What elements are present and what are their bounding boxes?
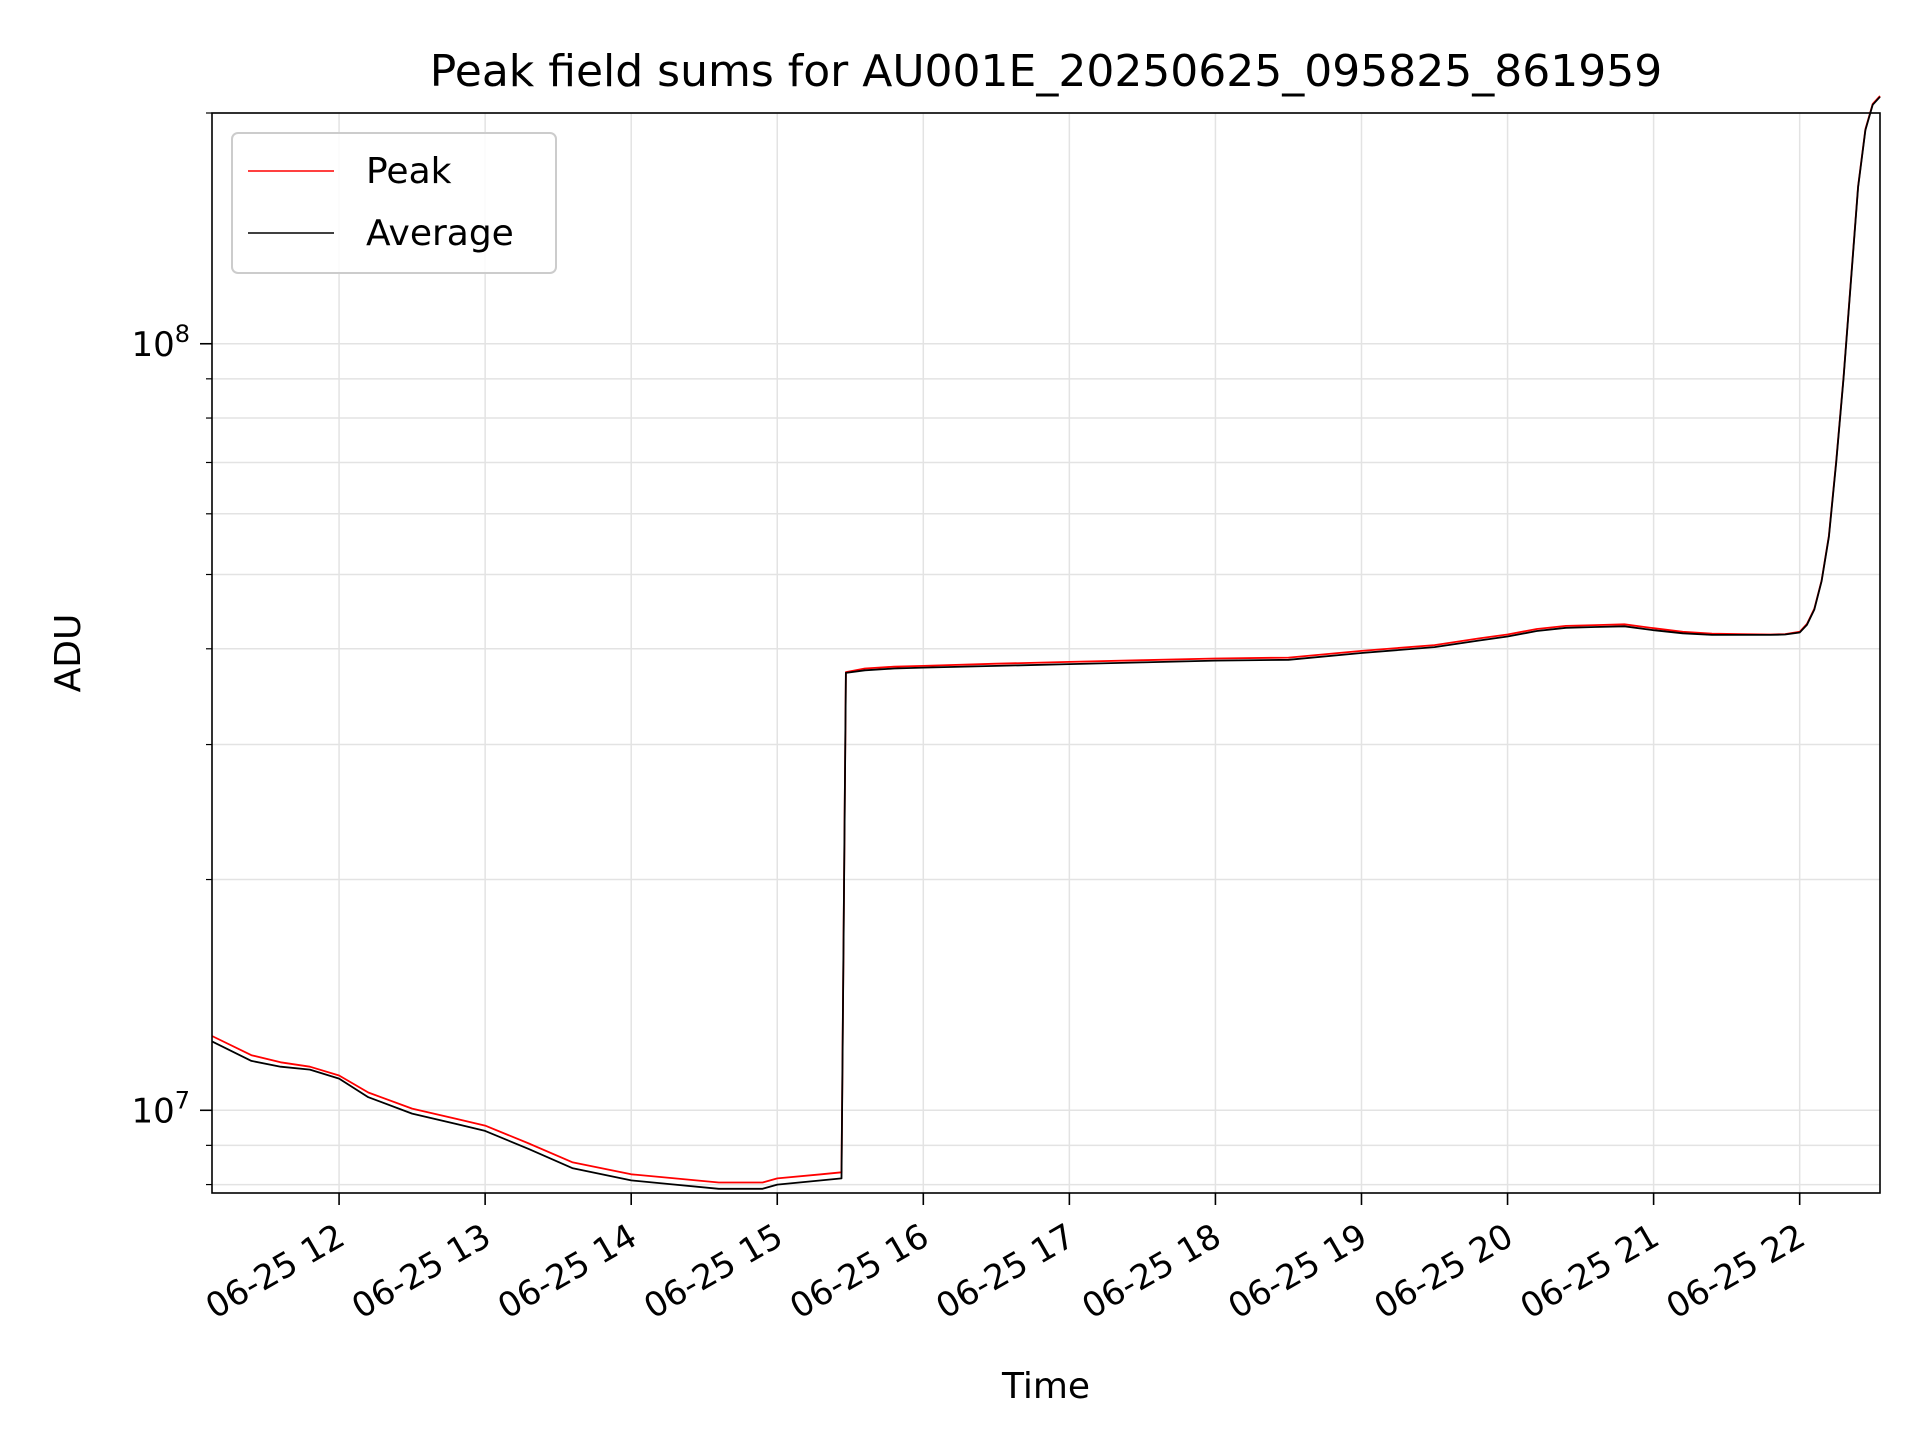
y-axis-label: ADU <box>48 614 89 693</box>
legend: Peak Average <box>231 132 557 274</box>
y-tick-label: 108 <box>131 320 190 365</box>
legend-label-peak: Peak <box>366 151 452 192</box>
chart-title: Peak field sums for AU001E_20250625_0958… <box>430 46 1662 97</box>
plot-frame <box>211 112 1881 1194</box>
legend-frame <box>231 132 557 274</box>
legend-label-average: Average <box>366 213 514 254</box>
x-axis-label: Time <box>1001 1366 1090 1407</box>
series-layer <box>211 95 1881 1190</box>
y-tick-label: 107 <box>131 1086 190 1131</box>
series-line-average <box>211 96 1881 1190</box>
